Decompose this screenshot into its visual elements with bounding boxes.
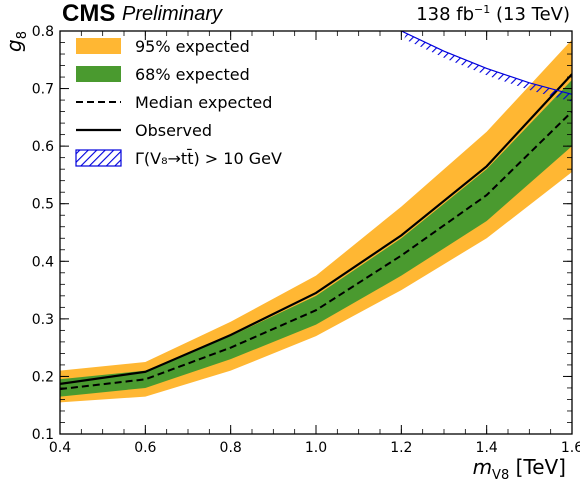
observed-line bbox=[60, 73, 572, 386]
y-tick-label: 0.8 bbox=[32, 24, 54, 40]
x-axis-label: mV8 [TeV] bbox=[473, 455, 566, 483]
energy-value: (13 TeV) bbox=[496, 4, 570, 25]
status-label: Preliminary bbox=[122, 3, 223, 25]
y-tick-label: 0.3 bbox=[32, 312, 54, 328]
x-tick-label: 1.6 bbox=[561, 440, 580, 456]
legend-label: 95% expected bbox=[135, 37, 250, 56]
luminosity-label: 138 fb−1 (13 TeV) bbox=[416, 3, 570, 25]
legend-label: 68% expected bbox=[135, 65, 250, 84]
x-axis-label-sub: V8 bbox=[492, 468, 510, 483]
luminosity-value: 138 fb bbox=[416, 4, 475, 25]
x-axis-label-main: m bbox=[472, 455, 493, 479]
x-axis-label-unit: [TeV] bbox=[515, 455, 566, 479]
y-tick-label: 0.4 bbox=[32, 254, 54, 270]
y-tick-label: 0.6 bbox=[32, 139, 54, 155]
x-tick-label: 1.2 bbox=[390, 440, 412, 456]
legend-swatch-95 bbox=[76, 38, 121, 54]
x-tick-label: 1.4 bbox=[476, 440, 498, 456]
legend-swatch-excluded bbox=[75, 149, 122, 167]
y-tick-label: 0.2 bbox=[32, 369, 54, 385]
x-tick-label: 0.4 bbox=[49, 440, 71, 456]
x-tick-label: 1.0 bbox=[305, 440, 327, 456]
x-tick-label: 0.6 bbox=[134, 440, 156, 456]
experiment-label: CMS bbox=[62, 0, 116, 27]
legend-label: Median expected bbox=[135, 93, 272, 112]
y-tick-label: 0.1 bbox=[32, 427, 54, 443]
legend-swatch-68 bbox=[76, 66, 121, 82]
y-tick-label: 0.5 bbox=[32, 197, 54, 213]
y-tick-label: 0.7 bbox=[32, 82, 54, 98]
excluded-region-hatch bbox=[401, 31, 572, 102]
x-tick-label: 0.8 bbox=[220, 440, 242, 456]
luminosity-exponent: −1 bbox=[474, 3, 491, 16]
median-expected-line bbox=[60, 110, 572, 391]
legend-label: Γ(V₈→tt̄) > 10 GeV bbox=[135, 149, 282, 168]
legend-label: Observed bbox=[135, 121, 212, 140]
excluded-region-boundary bbox=[401, 31, 572, 95]
